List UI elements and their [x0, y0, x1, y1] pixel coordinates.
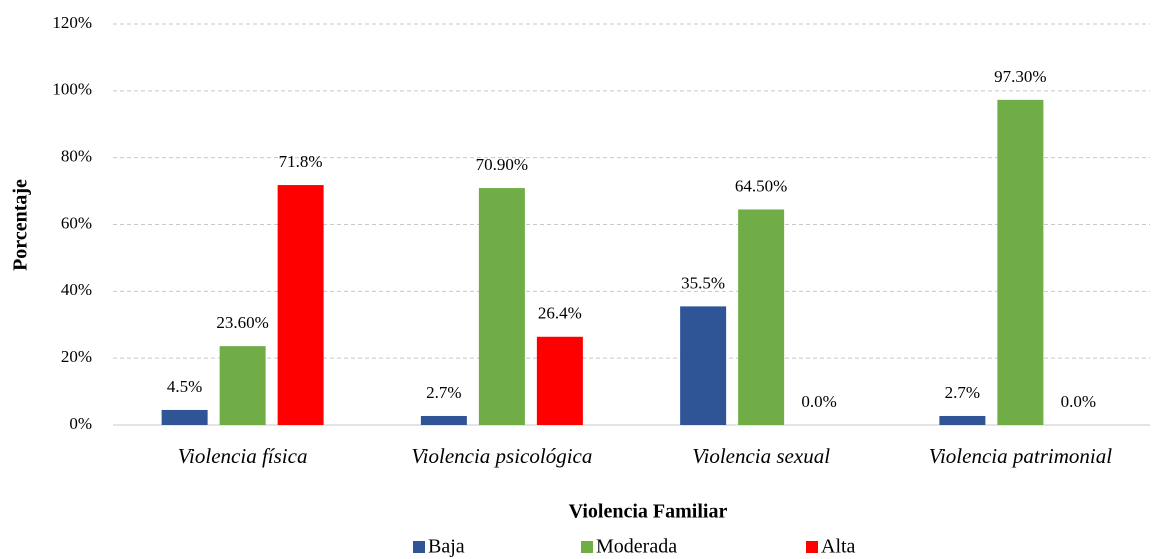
legend-swatch	[806, 541, 818, 553]
legend-label: Baja	[428, 536, 465, 558]
bar	[277, 185, 324, 425]
value-label: 35.5%	[681, 273, 725, 292]
y-tick-label: 60%	[61, 213, 92, 232]
value-label: 2.7%	[426, 383, 461, 402]
y-axis-title: Porcentaje	[10, 179, 32, 271]
value-label: 70.90%	[476, 155, 528, 174]
legend-label: Moderada	[596, 536, 677, 558]
y-tick-label: 80%	[61, 147, 92, 166]
bar	[161, 409, 208, 425]
y-tick-label: 40%	[61, 280, 92, 299]
value-label: 0.0%	[1061, 392, 1096, 411]
x-tick-label: Violencia sexual	[692, 444, 830, 468]
x-tick-label: Violencia psicológica	[411, 444, 592, 468]
bar	[939, 415, 986, 425]
bar	[420, 415, 467, 425]
legend-swatch	[413, 541, 425, 553]
bar	[536, 336, 583, 425]
value-label: 4.5%	[167, 377, 202, 396]
value-label: 0.0%	[801, 392, 836, 411]
y-tick-label: 20%	[61, 347, 92, 366]
value-label: 26.4%	[538, 304, 582, 323]
legend-label: Alta	[821, 536, 856, 558]
value-label: 97.30%	[994, 67, 1046, 86]
y-tick-label: 100%	[52, 80, 92, 99]
bar	[219, 346, 266, 425]
legend-swatch	[581, 541, 593, 553]
x-axis-title: Violencia Familiar	[569, 501, 728, 523]
value-label: 23.60%	[216, 313, 268, 332]
x-tick-label: Violencia patrimonial	[929, 444, 1113, 468]
value-label: 71.8%	[279, 152, 323, 171]
x-tick-label: Violencia física	[178, 444, 308, 468]
bar	[478, 188, 525, 425]
bar	[738, 209, 785, 425]
bar	[680, 306, 727, 425]
y-tick-label: 0%	[69, 414, 92, 433]
y-tick-label: 120%	[52, 13, 92, 32]
bar	[997, 99, 1044, 425]
value-label: 64.50%	[735, 176, 787, 195]
value-label: 2.7%	[945, 383, 980, 402]
